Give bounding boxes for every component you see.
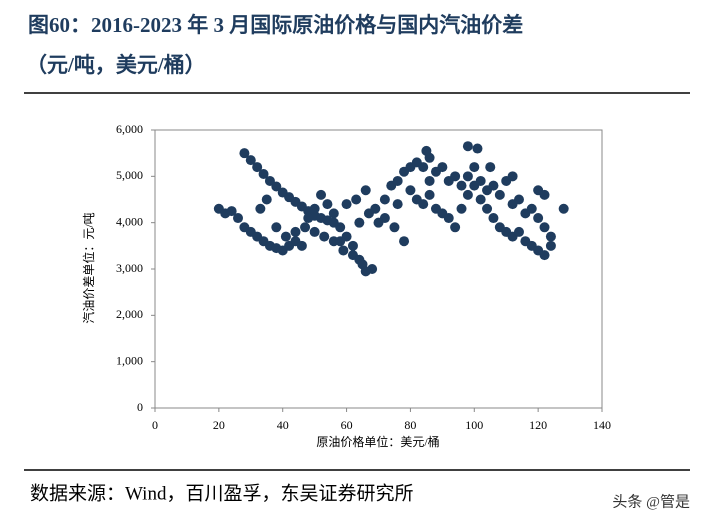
scatter-point [271, 222, 282, 233]
scatter-point [354, 254, 365, 265]
scatter-point [296, 240, 307, 251]
scatter-point [424, 175, 435, 186]
scatter-point [558, 203, 569, 214]
scatter-point [360, 266, 371, 277]
scatter-point [399, 236, 410, 247]
scatter-point [290, 226, 301, 237]
watermark: 头条 @管是 [612, 493, 690, 510]
scatter-point [347, 240, 358, 251]
scatter-point [392, 175, 403, 186]
scatter-point [338, 245, 349, 256]
x-tick-label: 0 [152, 418, 158, 432]
scatter-point [475, 194, 486, 205]
scatter-point [437, 162, 448, 173]
scatter-point [239, 148, 250, 159]
scatter-point [373, 217, 384, 228]
scatter-point [421, 145, 432, 156]
scatter-point [450, 171, 461, 182]
scatter-point [488, 180, 499, 191]
scatter-point [545, 240, 556, 251]
x-tick-label: 100 [465, 418, 483, 432]
scatter-point [319, 231, 330, 242]
y-tick-label: 1,000 [116, 353, 143, 367]
scatter-point [462, 141, 473, 152]
scatter-point [280, 231, 291, 242]
y-axis-label: 汽油价差单位：元/吨 [81, 212, 96, 323]
scatter-point [539, 189, 550, 200]
plot-frame [154, 129, 603, 409]
scatter-point [456, 180, 467, 191]
scatter-point [328, 208, 339, 219]
scatter-point [405, 185, 416, 196]
scatter-point [341, 199, 352, 210]
scatter-point [469, 162, 480, 173]
scatter-point [363, 208, 374, 219]
x-axis-label: 原油价格单位：美元/桶 [316, 434, 439, 449]
scatter-point [258, 169, 269, 180]
scatter-point [360, 185, 371, 196]
scatter-point [392, 199, 403, 210]
scatter-point [462, 189, 473, 200]
scatter-point [233, 213, 244, 224]
y-tick-label: 4,000 [116, 214, 143, 228]
scatter-point [354, 217, 365, 228]
scatter-point [351, 194, 362, 205]
y-tick-label: 3,000 [116, 261, 143, 275]
scatter-point [539, 222, 550, 233]
source-note: 数据来源：Wind，百川盈孚，东吴证券研究所 [30, 482, 413, 504]
x-tick-label: 80 [404, 418, 416, 432]
scatter-point [533, 213, 544, 224]
chart-subtitle: （元/吨，美元/桶） [26, 53, 206, 77]
scatter-point [335, 236, 346, 247]
scatter-point [456, 203, 467, 214]
scatter-point [303, 213, 314, 224]
scatter-point [245, 155, 256, 166]
scatter-point [507, 171, 518, 182]
scatter-point [261, 194, 272, 205]
chart-title: 图60：2016-2023 年 3 月国际原油价格与国内汽油价差 [28, 13, 523, 37]
x-tick-label: 60 [341, 418, 353, 432]
y-tick-label: 2,000 [116, 307, 143, 321]
y-tick-label: 6,000 [116, 122, 143, 136]
y-tick-label: 5,000 [116, 168, 143, 182]
scatter-point [513, 194, 524, 205]
scatter-point [545, 231, 556, 242]
scatter-point [252, 162, 263, 173]
scatter-point [418, 199, 429, 210]
y-tick-label: 0 [137, 400, 143, 414]
scatter-point [309, 203, 320, 214]
scatter-point [226, 206, 237, 217]
scatter-point [513, 226, 524, 237]
scatter-point [472, 143, 483, 154]
scatter-point [389, 222, 400, 233]
scatter-point [443, 213, 454, 224]
scatter-point [271, 181, 282, 192]
scatter-point [335, 222, 346, 233]
x-tick-label: 120 [529, 418, 547, 432]
scatter-point [482, 203, 493, 214]
scatter-point [322, 199, 333, 210]
scatter-point [418, 162, 429, 173]
scatter-point [539, 250, 550, 261]
scatter-point [316, 189, 327, 200]
scatter-point [475, 175, 486, 186]
scatter-point [255, 203, 266, 214]
x-tick-label: 40 [277, 418, 289, 432]
scatter-point [300, 222, 311, 233]
scatter-point [485, 162, 496, 173]
scatter-point [379, 194, 390, 205]
x-tick-label: 140 [593, 418, 611, 432]
scatter-point [488, 213, 499, 224]
x-tick-label: 20 [213, 418, 225, 432]
scatter-point [526, 203, 537, 214]
scatter-point [462, 171, 473, 182]
scatter-point [424, 189, 435, 200]
scatter-point [450, 222, 461, 233]
scatter-point [494, 189, 505, 200]
scatter-point [309, 226, 320, 237]
